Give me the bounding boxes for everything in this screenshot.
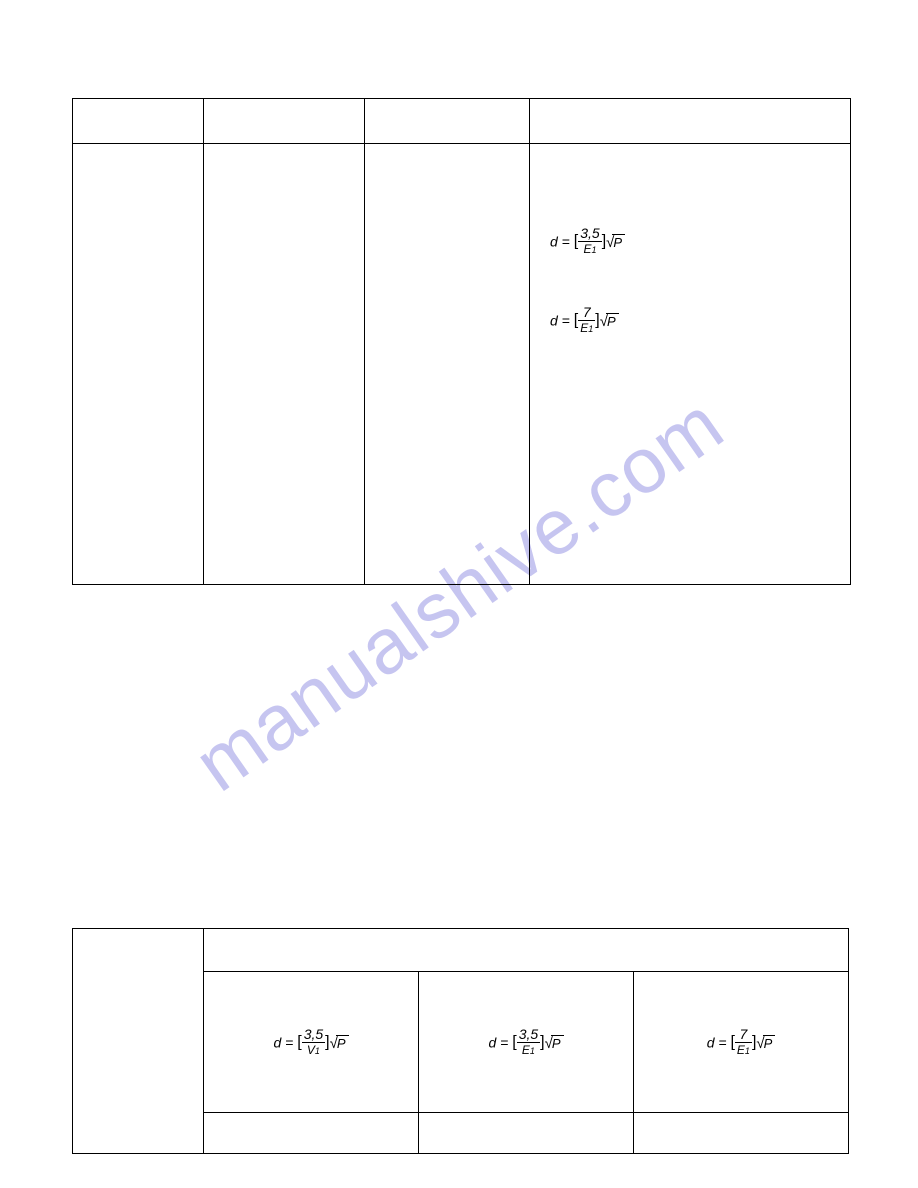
table-cell <box>530 99 851 144</box>
table-cell-formulas: d = [3,5E1]√P d = [7E1]√P <box>530 144 851 585</box>
formula-denominator-var: E <box>522 1043 530 1057</box>
table-row <box>73 929 849 972</box>
formula: d = [3,5E1]√P <box>488 1033 563 1049</box>
formula-numerator: 3,5 <box>517 1027 540 1043</box>
formula-denominator-sub: 1 <box>588 324 593 334</box>
formula-radicand: P <box>612 234 625 250</box>
formula-denominator-var: V <box>307 1043 315 1057</box>
formula: d = [7E1]√P <box>707 1033 776 1049</box>
table-cell-formula: d = [3,5E1]√P <box>419 972 634 1113</box>
formula: d = [3,5E1]√P <box>550 227 625 256</box>
table-row: d = [3,5E1]√P d = [7E1]√P <box>73 144 851 585</box>
formula-denominator-sub: 1 <box>591 245 596 255</box>
formula-denominator-sub: 1 <box>530 1046 535 1056</box>
formula-denominator-sub: 1 <box>745 1046 750 1056</box>
formula: d = [3,5V1]√P <box>273 1033 348 1049</box>
formula-numerator: 7 <box>735 1027 752 1043</box>
table-cell <box>365 144 530 585</box>
formula-radicand: P <box>763 1035 776 1051</box>
table-cell <box>204 1113 419 1154</box>
formula-denominator-sub: 1 <box>315 1046 320 1056</box>
table-cell <box>73 929 204 1154</box>
formula-numerator: 3,5 <box>578 226 601 242</box>
formula-lhs: d <box>273 1034 281 1050</box>
formula-numerator: 3,5 <box>302 1027 325 1043</box>
formula-lhs: d <box>707 1034 715 1050</box>
formula-numerator: 7 <box>578 305 595 321</box>
formula-lhs: d <box>550 234 558 250</box>
table-1: d = [3,5E1]√P d = [7E1]√P <box>72 98 851 585</box>
table-cell <box>204 144 365 585</box>
table-cell <box>204 99 365 144</box>
table-cell-formula: d = [7E1]√P <box>634 972 849 1113</box>
formula-radicand: P <box>336 1035 349 1051</box>
table-cell <box>73 144 204 585</box>
formula-denominator-var: E <box>737 1043 745 1057</box>
formula-radicand: P <box>551 1035 564 1051</box>
table-cell-formula: d = [3,5V1]√P <box>204 972 419 1113</box>
page: manualshive.com d = [3,5E1]√P d = [7E1]√… <box>0 0 918 1188</box>
table-cell <box>204 929 849 972</box>
table-2: d = [3,5V1]√P d = [3,5E1]√P d = [7E1]√P <box>72 928 849 1154</box>
table-cell <box>73 99 204 144</box>
table-cell <box>419 1113 634 1154</box>
table-row <box>73 99 851 144</box>
table-cell <box>365 99 530 144</box>
formula-lhs: d <box>550 313 558 329</box>
formula: d = [7E1]√P <box>550 306 619 335</box>
table-cell <box>634 1113 849 1154</box>
formula-lhs: d <box>488 1034 496 1050</box>
formula-radicand: P <box>606 313 619 329</box>
